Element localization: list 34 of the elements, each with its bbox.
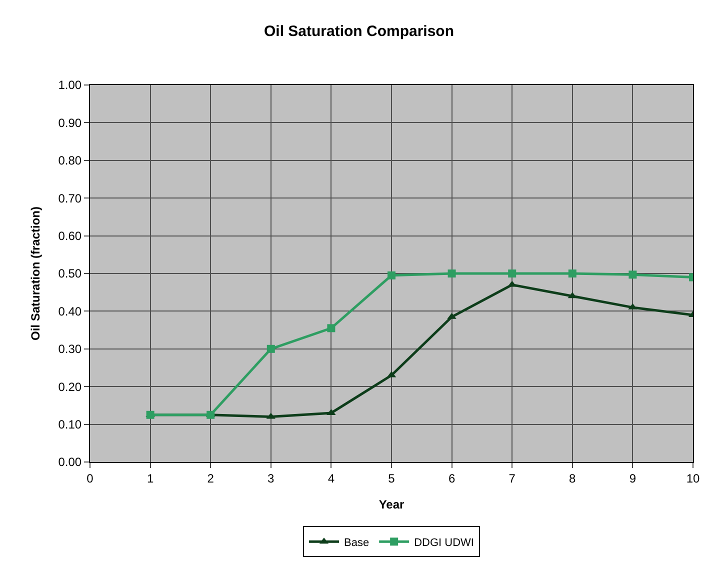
y-tick-label: 0.90	[58, 116, 82, 130]
point	[628, 270, 637, 279]
x-axis-title: Year	[378, 497, 405, 512]
y-axis-title: Oil Saturation (fraction)	[28, 206, 43, 341]
chart-title: Oil Saturation Comparison	[264, 23, 454, 40]
x-tick-label: 5	[388, 471, 396, 486]
y-tick-label: 0.20	[58, 380, 82, 394]
point	[568, 270, 576, 278]
y-tick-label: 0.00	[58, 455, 82, 470]
point	[266, 344, 275, 353]
y-tick-label: 0.60	[58, 229, 82, 243]
x-tick-label: 4	[328, 471, 335, 486]
y-tick-label: 0.50	[58, 266, 82, 281]
y-tick-label: 0.70	[58, 191, 82, 206]
legend-label: Base	[344, 536, 370, 549]
y-tick-label: 1.00	[58, 78, 82, 92]
x-tick-label: 7	[508, 471, 516, 486]
x-tick-label: 3	[268, 471, 275, 486]
x-tick-label: 6	[448, 471, 456, 486]
x-tick-label: 0	[86, 471, 94, 486]
point	[388, 271, 396, 280]
x-tick-label: 8	[569, 471, 576, 486]
legend-label: DDGI UDWI	[414, 536, 474, 549]
point	[448, 270, 456, 278]
point	[327, 324, 336, 332]
x-tick-label: 2	[207, 471, 214, 486]
y-tick-label: 0.80	[58, 154, 82, 168]
y-tick-label: 0.30	[58, 342, 82, 356]
y-tick-label: 0.10	[58, 418, 82, 432]
x-tick-label: 9	[629, 471, 636, 486]
point	[508, 270, 516, 278]
y-tick-label: 0.40	[58, 304, 82, 318]
x-tick-label: 10	[686, 471, 700, 486]
x-tick-label: 1	[146, 471, 154, 486]
